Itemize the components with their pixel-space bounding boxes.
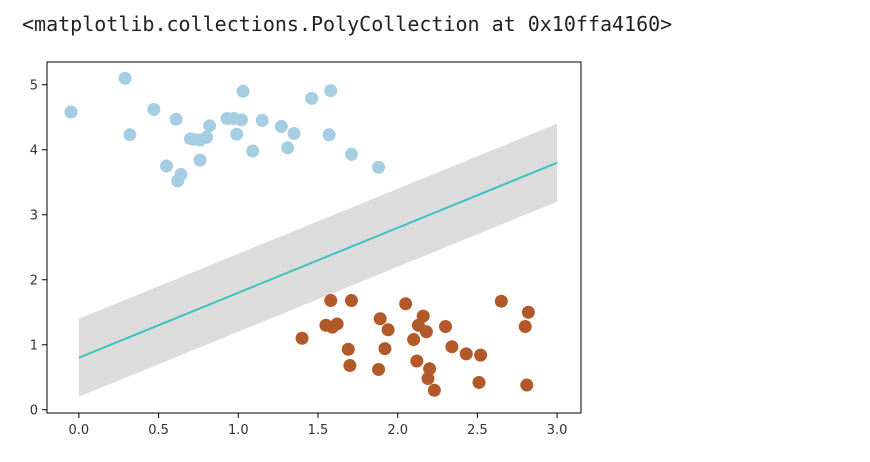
data-point-series-2 xyxy=(419,325,433,339)
y-tick-label: 5 xyxy=(30,78,38,93)
data-point-series-2 xyxy=(343,359,357,373)
data-point-series-2 xyxy=(373,312,387,326)
data-point-series-1 xyxy=(287,127,301,140)
data-point-series-1 xyxy=(372,160,386,174)
data-point-series-1 xyxy=(246,144,260,158)
data-point-series-2 xyxy=(520,378,534,392)
data-point-series-1 xyxy=(64,105,78,119)
data-point-series-2 xyxy=(341,342,355,356)
x-tick-label: 2.0 xyxy=(387,423,408,438)
data-point-series-1 xyxy=(305,91,319,105)
data-point-series-2 xyxy=(344,294,358,308)
data-point-series-1 xyxy=(169,112,183,126)
data-point-series-1 xyxy=(236,84,250,98)
x-tick-label: 3.0 xyxy=(547,423,568,438)
data-point-series-2 xyxy=(459,347,473,361)
scatter-points xyxy=(64,71,535,397)
data-point-series-2 xyxy=(427,383,441,397)
x-tick-label: 1.0 xyxy=(228,423,249,438)
plot-frame xyxy=(46,61,582,414)
data-point-series-1 xyxy=(193,153,207,167)
data-point-series-2 xyxy=(423,362,437,376)
data-point-series-2 xyxy=(439,320,453,334)
decision-line xyxy=(78,161,558,359)
data-point-series-1 xyxy=(322,128,336,142)
data-point-series-2 xyxy=(378,342,392,356)
data-point-series-1 xyxy=(199,130,213,144)
y-tick-label: 4 xyxy=(30,143,38,158)
data-point-series-1 xyxy=(123,128,137,142)
data-point-series-1 xyxy=(203,119,217,133)
x-tick-label: 1.5 xyxy=(308,423,329,438)
data-point-series-1 xyxy=(324,84,338,98)
x-axis-ticks: 0.0 0.5 1.0 1.5 2.0 2.5 3.0 xyxy=(69,413,568,438)
data-point-series-2 xyxy=(407,333,421,347)
data-point-series-2 xyxy=(399,297,413,311)
data-point-series-1 xyxy=(118,71,132,85)
data-point-series-2 xyxy=(521,305,535,319)
cell-output-text: <matplotlib.collections.PolyCollection a… xyxy=(22,12,673,36)
data-point-series-2 xyxy=(372,362,386,376)
data-point-series-1 xyxy=(234,113,248,127)
y-tick-label: 1 xyxy=(30,338,38,353)
x-tick-label: 0.0 xyxy=(69,423,90,438)
y-axis-ticks: 0 1 2 3 4 5 xyxy=(30,78,47,418)
x-tick-label: 2.5 xyxy=(467,423,488,438)
data-point-series-2 xyxy=(381,323,395,337)
data-point-series-1 xyxy=(147,102,161,116)
data-point-series-1 xyxy=(255,114,269,127)
data-point-series-2 xyxy=(421,372,435,386)
data-point-series-2 xyxy=(518,320,532,334)
data-point-series-2 xyxy=(330,317,344,331)
y-tick-label: 2 xyxy=(30,273,38,288)
data-point-series-1 xyxy=(281,141,295,155)
data-point-series-1 xyxy=(230,127,244,141)
data-point-series-1 xyxy=(344,147,358,161)
data-point-series-2 xyxy=(474,348,488,362)
data-point-series-1 xyxy=(274,119,288,133)
x-tick-label: 0.5 xyxy=(148,423,169,438)
data-point-series-2 xyxy=(494,294,508,308)
data-point-series-2 xyxy=(445,340,459,354)
y-tick-label: 0 xyxy=(30,403,38,418)
data-point-series-2 xyxy=(410,354,424,368)
y-tick-label: 3 xyxy=(30,208,38,223)
data-point-series-2 xyxy=(472,375,486,389)
data-point-series-2 xyxy=(416,309,430,323)
data-point-series-2 xyxy=(324,294,338,308)
data-point-series-1 xyxy=(174,167,188,181)
data-point-series-2 xyxy=(295,331,309,345)
data-point-series-1 xyxy=(160,159,174,173)
